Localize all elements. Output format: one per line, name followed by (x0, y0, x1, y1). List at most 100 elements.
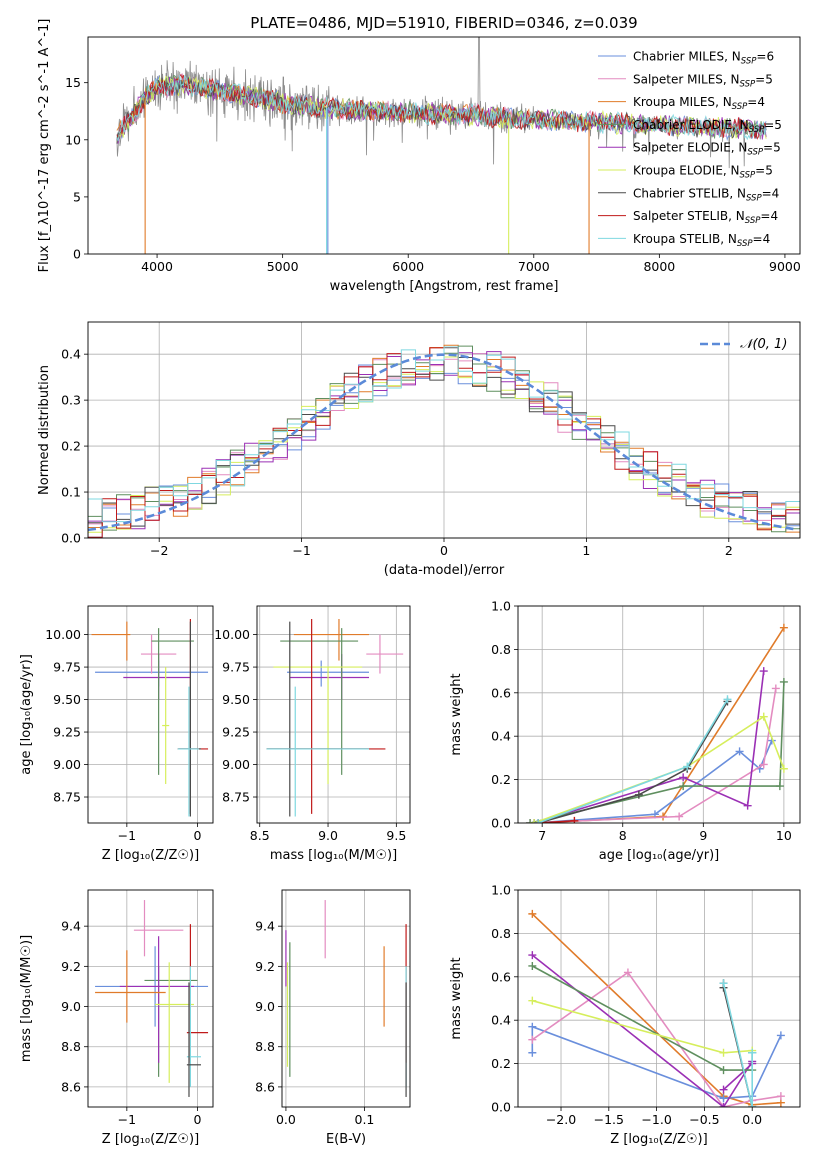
weight-marker (528, 951, 537, 960)
spectrum-legend: Chabrier MILES, NSSP=6 Salpeter MILES, NS… (598, 50, 782, 249)
errorbar-point (177, 686, 199, 817)
weight-line-kroupa-miles (531, 913, 781, 1106)
x-axis-label: Z [log₁₀(Z/Z☉)] (610, 1132, 707, 1147)
y-tick-label: 0.2 (61, 439, 81, 454)
y-tick-label: 8.75 (53, 790, 81, 805)
grid (88, 606, 213, 823)
y-tick-label: 0.0 (61, 531, 81, 546)
legend-entry: Chabrier STELIB, NSSP=4 (633, 186, 779, 203)
errorbar-point (151, 628, 194, 775)
errorbar-point (273, 666, 363, 785)
weight-marker (528, 1035, 537, 1044)
panel-spectrum: 4000 5000 6000 7000 8000 9000 0 5 10 15 wavelength… (37, 19, 801, 294)
y-tick-label: 8.8 (61, 1039, 81, 1054)
axes: −1 0 8.75 9.00 9.25 9.50 9.75 10.00 Z [log₁₀(Z/Z… (19, 605, 214, 863)
legend-entry: Kroupa ELODIE, NSSP=5 (633, 164, 773, 181)
weight-marker (719, 979, 728, 988)
errorbar-point (266, 618, 386, 814)
x-axis-label: (data-model)/error (384, 563, 505, 578)
x-tick-label: 8 (619, 828, 627, 843)
x-tick-label: 0 (193, 828, 201, 843)
panel-mass-vs-ebv: 0.0 0.1 8.6 8.8 9.0 9.2 9.4 E(B-V) (255, 889, 411, 1147)
x-tick-label: −1 (118, 1112, 136, 1127)
x-axis-label: mass [log₁₀(M/M☉)] (270, 848, 397, 863)
weight-marker (759, 667, 768, 676)
y-tick-label: 9.00 (222, 757, 250, 772)
y-tick-label: 0.0 (491, 1100, 511, 1115)
weight-marker (528, 996, 537, 1005)
panel-age-vs-mass: 8.5 9.0 9.5 8.75 9.00 9.25 9.50 9.75 10.00 mass [… (214, 605, 411, 863)
x-axis-label: age [log₁₀(age/yr)] (599, 848, 720, 863)
axes: 0.0 0.1 8.6 8.8 9.0 9.2 9.4 E(B-V) (255, 889, 411, 1147)
errorbar-point (133, 900, 184, 957)
x-tick-label: 9.0 (318, 828, 338, 843)
weight-marker (779, 623, 788, 632)
weight-marker (779, 764, 788, 773)
grid (88, 890, 213, 1107)
y-axis-label: Flux [f_λ10^-17 erg cm^-2 s^-1 A^-1] (37, 19, 52, 273)
weight-line-chabrier-stelib (537, 701, 729, 823)
weight-marker (779, 677, 788, 686)
plot-area (528, 909, 785, 1107)
weight-line-kroupa-stelib (722, 983, 753, 1107)
y-axis-label: mass [log₁₀(M/M☉)] (19, 935, 34, 1062)
y-tick-label: 0.4 (491, 1013, 511, 1028)
y-tick-label: 8.75 (222, 790, 250, 805)
plot-area (266, 618, 404, 817)
x-tick-label: 7000 (518, 259, 550, 274)
axes-frame (517, 605, 801, 824)
plot-area (526, 623, 788, 823)
x-tick-label: 9.5 (386, 828, 406, 843)
weight-marker (748, 1048, 757, 1057)
y-tick-label: 9.50 (53, 692, 81, 707)
axes-frame (87, 36, 801, 255)
axes: 8.5 9.0 9.5 8.75 9.00 9.25 9.50 9.75 10.00 mass [… (214, 605, 411, 863)
weight-marker (719, 1048, 728, 1057)
x-tick-label: 0.1 (355, 1112, 375, 1127)
panel-weight-vs-age: 7 8 9 10 0.0 0.2 0.4 0.6 0.8 1.0 age [log₁₀(age/yr… (449, 599, 801, 863)
axes-frame (281, 889, 411, 1108)
axes: 4000 5000 6000 7000 8000 9000 0 5 10 15 wavelength… (37, 19, 801, 294)
weight-marker (528, 961, 537, 970)
x-tick-label: 6000 (392, 259, 424, 274)
panel-age-vs-z: −1 0 8.75 9.00 9.25 9.50 9.75 10.00 Z [log₁₀(Z/Z… (19, 605, 214, 863)
weight-line-salpeter-elodie (531, 954, 753, 1107)
y-axis-label: Normed distribution (37, 365, 52, 495)
y-tick-label: 0.4 (491, 729, 511, 744)
axes-frame (256, 605, 411, 824)
plot-area (95, 900, 209, 1097)
weight-marker (719, 1103, 728, 1107)
errorbar-point (162, 667, 170, 785)
x-tick-label: 8000 (643, 259, 675, 274)
y-tick-label: 0.2 (491, 1056, 511, 1071)
legend-entry: Chabrier MILES, NSSP=6 (633, 50, 774, 67)
weight-marker (570, 816, 579, 823)
y-tick-label: 9.4 (61, 919, 81, 934)
panel-residuals: −2 −1 0 1 2 0.0 0.1 0.2 0.3 0.4 (data-model)/error… (37, 321, 801, 578)
weight-marker (776, 1092, 785, 1101)
axes: −2 −1 0 1 2 0.0 0.1 0.2 0.3 0.4 (data-model)/error… (37, 321, 801, 578)
legend-entry: Chabrier ELODIE, NSSP=5 (633, 118, 782, 135)
errorbar-point (155, 962, 194, 1083)
plot-area (116, 37, 767, 254)
y-tick-label: 0 (73, 247, 81, 262)
axes-frame (87, 605, 214, 824)
y-tick-label: 9.2 (61, 959, 81, 974)
plot-area (91, 618, 209, 817)
errorbar-point (186, 982, 201, 1097)
x-tick-label: 9000 (769, 259, 801, 274)
x-tick-label: 2 (725, 543, 733, 558)
x-tick-label: −1 (118, 828, 136, 843)
y-tick-label: 8.6 (255, 1079, 275, 1094)
y-tick-label: 10 (65, 132, 81, 147)
plot-area (285, 900, 407, 1097)
plot-area (88, 344, 800, 538)
weight-marker (528, 909, 537, 918)
weight-marker (528, 1022, 537, 1031)
y-tick-label: 0.1 (61, 485, 81, 500)
y-tick-label: 1.0 (491, 599, 511, 614)
y-tick-label: 9.25 (53, 725, 81, 740)
errorbar-point (366, 634, 404, 674)
weight-marker (719, 1094, 728, 1103)
